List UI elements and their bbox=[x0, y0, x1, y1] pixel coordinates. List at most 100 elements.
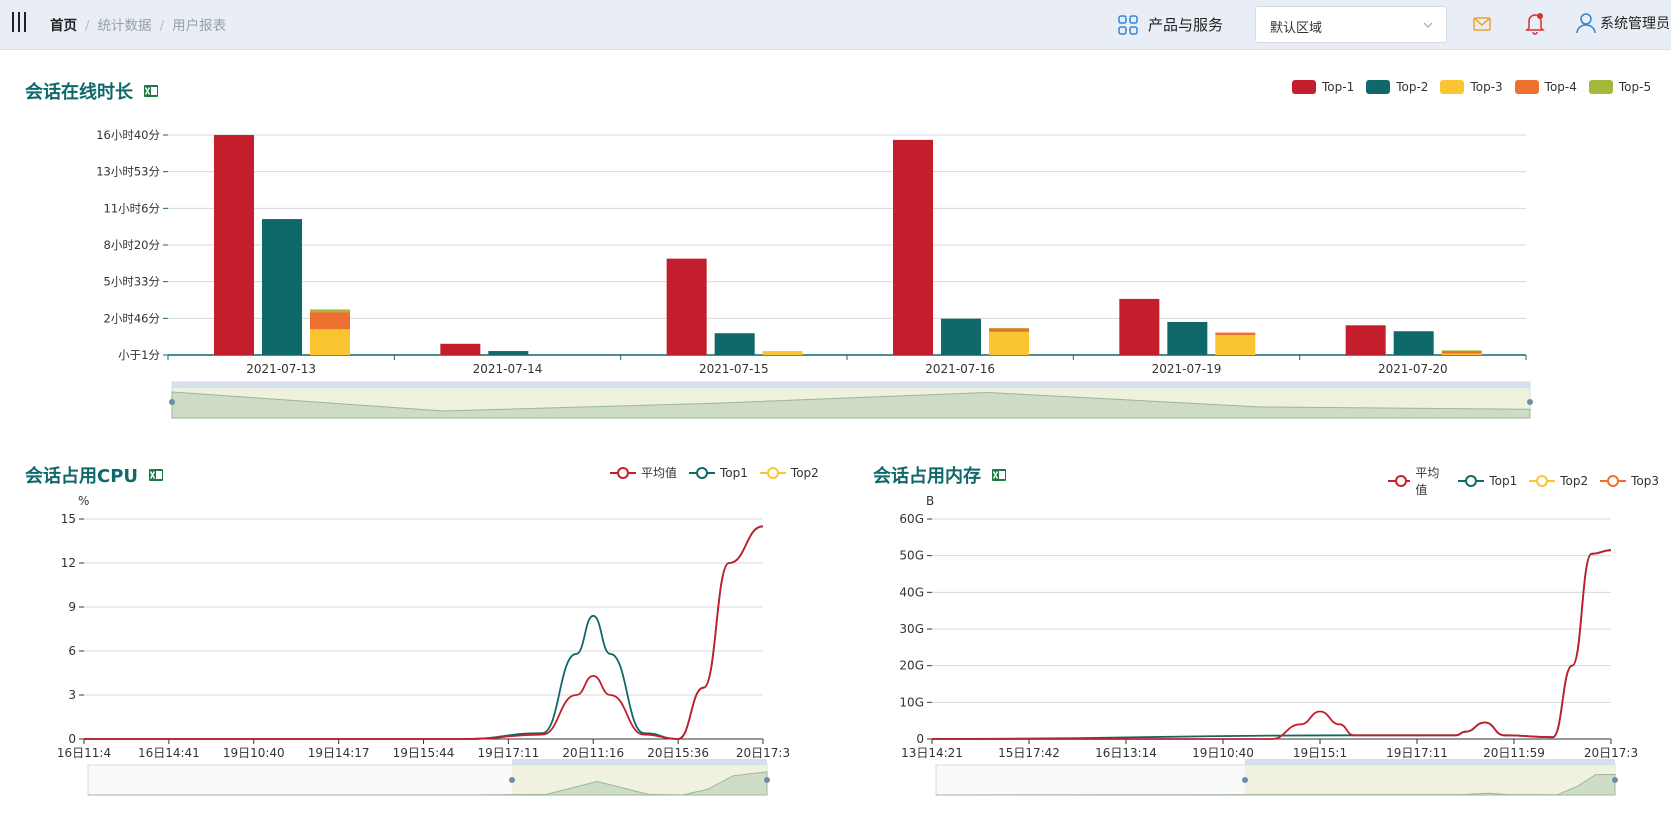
chevron-down-icon bbox=[1423, 22, 1433, 28]
legend-label: Top1 bbox=[720, 465, 748, 480]
mail-icon[interactable] bbox=[1472, 14, 1492, 34]
breadcrumb-separator: / bbox=[85, 18, 90, 34]
y-tick-label: 13小时53分 bbox=[96, 165, 160, 179]
x-tick-label: 2021-07-19 bbox=[1152, 362, 1222, 376]
user-menu[interactable]: 系统管理员 bbox=[1576, 12, 1670, 34]
y-tick-label: 5小时33分 bbox=[104, 275, 161, 289]
legend-item[interactable]: 平均值 bbox=[610, 464, 689, 481]
x-tick-label: 19日15:44 bbox=[393, 746, 455, 760]
breadcrumb-home[interactable]: 首页 bbox=[50, 18, 77, 34]
series-line-avg bbox=[932, 549, 1612, 740]
user-label: 系统管理员 bbox=[1600, 16, 1670, 32]
zoom-slider-left-handle bbox=[1242, 777, 1248, 783]
legend-item[interactable]: Top1 bbox=[1458, 474, 1529, 488]
x-tick-label: 19日17:11 bbox=[477, 746, 539, 760]
grid-icon bbox=[1118, 14, 1138, 35]
x-tick-label: 15日17:42 bbox=[998, 746, 1060, 760]
x-tick-label: 20日11:16 bbox=[562, 746, 624, 760]
x-tick-label: 2021-07-15 bbox=[699, 362, 769, 376]
x-tick-label: 16日13:14 bbox=[1095, 746, 1157, 760]
duration-legend: Top-1 Top-2 Top-3 Top-4 Top-5 bbox=[1292, 80, 1663, 94]
legend-marker bbox=[1529, 475, 1556, 487]
bar-top3 bbox=[989, 331, 1029, 355]
legend-item[interactable]: Top-5 bbox=[1588, 80, 1663, 94]
bar-top2 bbox=[941, 318, 981, 355]
bar-top1 bbox=[893, 139, 933, 355]
mem-legend: 平均值 Top1 Top2 Top3 bbox=[1388, 464, 1671, 498]
zoom-slider-left-handle bbox=[169, 399, 175, 405]
breadcrumb-current: 用户报表 bbox=[172, 18, 227, 34]
zoom-slider-handle-bar bbox=[512, 759, 767, 765]
x-tick-label: 2021-07-20 bbox=[1378, 362, 1448, 376]
legend-item[interactable]: Top3 bbox=[1600, 474, 1671, 488]
legend-item[interactable]: Top-1 bbox=[1292, 80, 1366, 94]
bar-top1 bbox=[1119, 298, 1160, 355]
y-tick-label: 15 bbox=[61, 512, 76, 526]
bar-top1 bbox=[666, 258, 707, 355]
x-tick-label: 20日11:59 bbox=[1483, 746, 1545, 760]
legend-item[interactable]: Top-4 bbox=[1514, 80, 1589, 94]
zoom-slider-handle-bar bbox=[172, 382, 1530, 388]
zoom-slider-preview bbox=[171, 391, 1531, 419]
breadcrumb-stats[interactable]: 统计数据 bbox=[97, 18, 152, 34]
cpu-title: 会话占用CPU bbox=[25, 466, 139, 487]
duration-title: 会话在线时长 bbox=[25, 82, 133, 103]
zoom-slider-handle-bar bbox=[1245, 759, 1615, 765]
y-tick-label: 30G bbox=[899, 622, 924, 636]
y-tick-label: 9 bbox=[68, 600, 76, 614]
menu-toggle-icon[interactable] bbox=[12, 12, 28, 32]
y-tick-label: 小于1分 bbox=[118, 348, 160, 362]
x-tick-label: 19日10:40 bbox=[1192, 746, 1254, 760]
legend-item[interactable]: Top2 bbox=[759, 466, 831, 480]
duration-section-title: 会话在线时长 bbox=[25, 78, 159, 104]
x-tick-label: 16日14:41 bbox=[138, 746, 200, 760]
legend-label: Top3 bbox=[1631, 474, 1659, 488]
x-tick-label: 2021-07-14 bbox=[473, 362, 543, 376]
bar-top4 bbox=[1215, 332, 1256, 336]
legend-marker bbox=[610, 466, 636, 479]
x-tick-label: 20日17:3 bbox=[1584, 746, 1638, 760]
y-axis-unit: B bbox=[926, 494, 934, 508]
bar-top2 bbox=[714, 333, 755, 355]
y-axis-unit: % bbox=[78, 494, 89, 508]
excel-export-icon[interactable] bbox=[991, 467, 1007, 483]
cpu-legend: 平均值 Top1 Top2 bbox=[610, 464, 831, 481]
legend-label: Top-4 bbox=[1544, 80, 1577, 94]
legend-item[interactable]: Top1 bbox=[689, 466, 760, 480]
products-services-button[interactable]: 产品与服务 bbox=[1118, 14, 1223, 35]
region-select[interactable]: 默认区域 bbox=[1255, 6, 1447, 43]
y-tick-label: 11小时6分 bbox=[104, 201, 161, 215]
legend-marker bbox=[1388, 475, 1411, 487]
zoom-slider-right-handle bbox=[1527, 399, 1533, 405]
legend-item[interactable]: 平均值 bbox=[1388, 464, 1458, 498]
legend-item[interactable]: Top-3 bbox=[1440, 80, 1514, 94]
breadcrumb-separator: / bbox=[159, 18, 165, 34]
legend-label: Top-5 bbox=[1618, 80, 1652, 94]
mem-title: 会话占用内存 bbox=[873, 466, 981, 487]
y-tick-label: 20G bbox=[899, 659, 924, 673]
excel-export-icon[interactable] bbox=[148, 467, 164, 483]
zoom-slider-right-handle bbox=[764, 777, 770, 783]
legend-item[interactable]: Top2 bbox=[1529, 474, 1600, 488]
y-tick-label: 2小时46分 bbox=[104, 311, 161, 325]
x-tick-label: 20日17:3 bbox=[736, 746, 790, 760]
legend-label: Top-3 bbox=[1470, 80, 1503, 94]
excel-export-icon[interactable] bbox=[143, 83, 159, 99]
legend-marker bbox=[1458, 475, 1485, 487]
bar-top1 bbox=[214, 135, 254, 355]
x-tick-label: 19日10:40 bbox=[223, 746, 285, 760]
x-tick-label: 2021-07-16 bbox=[925, 362, 995, 376]
legend-item[interactable]: Top-2 bbox=[1366, 80, 1440, 94]
x-tick-label: 2021-07-13 bbox=[246, 362, 316, 376]
bar-top1 bbox=[440, 343, 481, 355]
bar-top3 bbox=[310, 329, 350, 355]
bar-top1 bbox=[1345, 325, 1386, 355]
series-line-top1 bbox=[931, 549, 1612, 740]
bell-icon[interactable] bbox=[1524, 11, 1546, 35]
legend-label: 平均值 bbox=[641, 466, 678, 480]
y-tick-label: 6 bbox=[68, 644, 76, 658]
y-tick-label: 0 bbox=[916, 732, 924, 746]
bar-top2 bbox=[262, 219, 302, 355]
